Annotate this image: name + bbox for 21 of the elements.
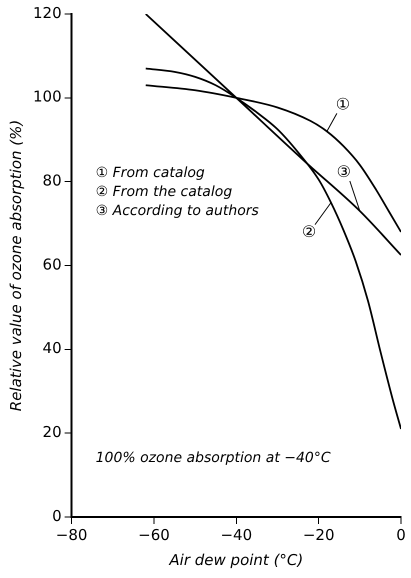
x-tick-label: −80 — [56, 526, 88, 544]
y-tick-label: 0 — [52, 506, 62, 525]
annotation: ③ According to authors — [96, 202, 259, 219]
annotation: ① From catalog — [96, 164, 205, 181]
y-tick-label: 80 — [42, 172, 62, 190]
x-tick-label: 0 — [396, 526, 406, 544]
legend-label: ② — [302, 222, 316, 241]
x-tick-label: −40 — [220, 526, 252, 544]
y-axis-title: Relative value of ozone absorption (%) — [6, 120, 25, 412]
y-tick-label: 120 — [32, 4, 62, 22]
series-label: ① — [336, 94, 350, 114]
y-tick-label: 20 — [42, 423, 62, 442]
annotation: 100% ozone absorption at −40°C — [96, 450, 331, 466]
x-axis-title: Air dew point (°C) — [168, 550, 304, 569]
y-tick-label: 60 — [42, 255, 62, 274]
annotation: ② From the catalog — [96, 184, 232, 200]
y-tick-label: 100 — [32, 88, 62, 106]
y-tick-label: 40 — [42, 339, 62, 358]
x-tick-label: −60 — [138, 526, 170, 544]
x-tick-label: −20 — [302, 526, 334, 544]
series-label: ③ — [336, 162, 351, 182]
